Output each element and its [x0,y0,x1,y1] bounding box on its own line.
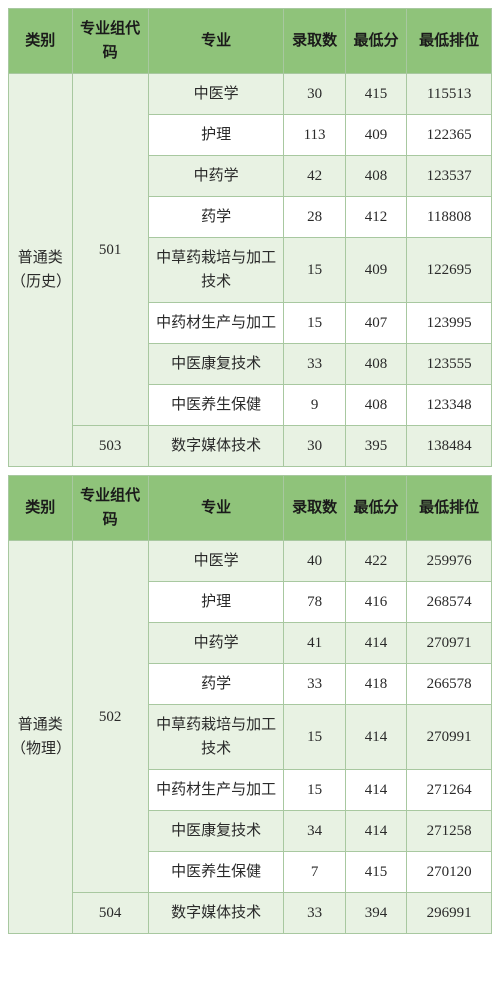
cell: 15 [284,303,345,344]
cell: 30 [284,426,345,467]
cell: 394 [345,893,406,934]
cell: 34 [284,811,345,852]
cell: 414 [345,811,406,852]
cell: 115513 [407,74,492,115]
cell: 408 [345,344,406,385]
col-header-category: 类别 [9,476,73,541]
cell: 271264 [407,770,492,811]
group-code-cell: 501 [72,74,148,426]
data-table: 类别专业组代码专业录取数最低分最低排位普通类（物理）502中医学40422259… [8,475,492,934]
cell: 270120 [407,852,492,893]
col-header-num: 录取数 [284,9,345,74]
cell: 418 [345,664,406,705]
cell: 中药材生产与加工 [148,303,284,344]
col-header-num: 录取数 [284,476,345,541]
cell: 中草药栽培与加工技术 [148,238,284,303]
cell: 7 [284,852,345,893]
cell: 中医养生保健 [148,385,284,426]
cell: 412 [345,197,406,238]
cell: 113 [284,115,345,156]
cell: 15 [284,705,345,770]
cell: 41 [284,623,345,664]
data-table: 类别专业组代码专业录取数最低分最低排位普通类（历史）501中医学30415115… [8,8,492,467]
category-cell: 普通类（物理） [9,541,73,934]
cell: 415 [345,74,406,115]
col-header-major: 专业 [148,9,284,74]
cell: 药学 [148,197,284,238]
col-header-major: 专业 [148,476,284,541]
cell: 42 [284,156,345,197]
cell: 266578 [407,664,492,705]
cell: 15 [284,770,345,811]
col-header-score: 最低分 [345,476,406,541]
cell: 40 [284,541,345,582]
cell: 33 [284,893,345,934]
cell: 123995 [407,303,492,344]
cell: 122365 [407,115,492,156]
cell: 409 [345,115,406,156]
col-header-rank: 最低排位 [407,476,492,541]
cell: 中医养生保健 [148,852,284,893]
cell: 416 [345,582,406,623]
cell: 护理 [148,582,284,623]
group-code-cell: 502 [72,541,148,893]
cell: 296991 [407,893,492,934]
cell: 271258 [407,811,492,852]
table-row: 普通类（历史）501中医学30415115513 [9,74,492,115]
cell: 270991 [407,705,492,770]
cell: 数字媒体技术 [148,426,284,467]
cell: 407 [345,303,406,344]
cell: 268574 [407,582,492,623]
cell: 中医学 [148,541,284,582]
cell: 395 [345,426,406,467]
admission-table: 类别专业组代码专业录取数最低分最低排位普通类（历史）501中医学30415115… [8,8,492,467]
cell: 123537 [407,156,492,197]
cell: 15 [284,238,345,303]
cell: 中医康复技术 [148,811,284,852]
cell: 数字媒体技术 [148,893,284,934]
cell: 中药材生产与加工 [148,770,284,811]
cell: 中草药栽培与加工技术 [148,705,284,770]
cell: 中药学 [148,156,284,197]
col-header-category: 类别 [9,9,73,74]
cell: 409 [345,238,406,303]
cell: 415 [345,852,406,893]
admission-table: 类别专业组代码专业录取数最低分最低排位普通类（物理）502中医学40422259… [8,475,492,934]
cell: 138484 [407,426,492,467]
cell: 408 [345,385,406,426]
cell: 414 [345,770,406,811]
cell: 408 [345,156,406,197]
cell: 78 [284,582,345,623]
cell: 270971 [407,623,492,664]
cell: 33 [284,344,345,385]
cell: 中医康复技术 [148,344,284,385]
cell: 122695 [407,238,492,303]
table-row: 504数字媒体技术33394296991 [9,893,492,934]
tables-container: 类别专业组代码专业录取数最低分最低排位普通类（历史）501中医学30415115… [8,8,492,934]
category-cell: 普通类（历史） [9,74,73,467]
col-header-code: 专业组代码 [72,9,148,74]
col-header-rank: 最低排位 [407,9,492,74]
cell: 中医学 [148,74,284,115]
cell: 414 [345,705,406,770]
cell: 123555 [407,344,492,385]
col-header-code: 专业组代码 [72,476,148,541]
cell: 28 [284,197,345,238]
col-header-score: 最低分 [345,9,406,74]
cell: 118808 [407,197,492,238]
table-row: 503数字媒体技术30395138484 [9,426,492,467]
cell: 护理 [148,115,284,156]
cell: 药学 [148,664,284,705]
cell: 9 [284,385,345,426]
cell: 33 [284,664,345,705]
cell: 30 [284,74,345,115]
group-code-cell: 504 [72,893,148,934]
cell: 414 [345,623,406,664]
table-row: 普通类（物理）502中医学40422259976 [9,541,492,582]
cell: 422 [345,541,406,582]
cell: 259976 [407,541,492,582]
cell: 123348 [407,385,492,426]
cell: 中药学 [148,623,284,664]
group-code-cell: 503 [72,426,148,467]
